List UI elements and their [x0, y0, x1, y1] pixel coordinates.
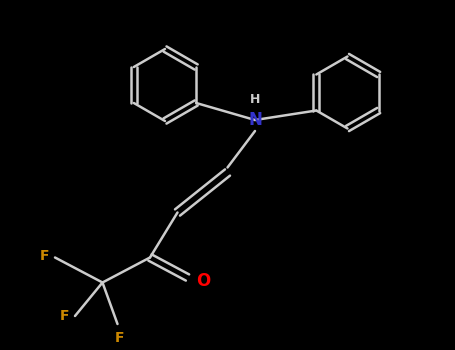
Text: O: O — [197, 273, 211, 290]
Text: H: H — [250, 93, 260, 106]
Text: F: F — [40, 249, 49, 263]
Text: F: F — [60, 309, 69, 323]
Text: N: N — [248, 111, 262, 129]
Text: F: F — [115, 331, 125, 345]
